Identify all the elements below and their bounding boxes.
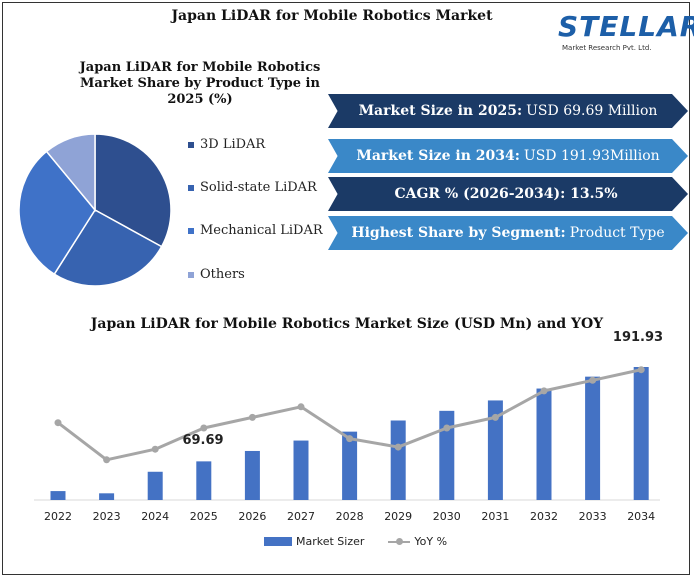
- pie-slice-others: [45, 133, 96, 213]
- bar-2034: [633, 367, 649, 500]
- legend-label: Others: [200, 267, 245, 282]
- legend-label: 3D LiDAR: [200, 137, 266, 152]
- yoy-point-2022: [54, 419, 62, 427]
- banner-label: Highest Share by Segment:: [351, 225, 566, 241]
- cagr-banner: CAGR % (2026-2034): 13.5%: [328, 177, 688, 211]
- pie-slice-solid-state-lidar: [53, 209, 163, 287]
- yoy-point-2032: [540, 387, 548, 395]
- x-tick-label: 2026: [238, 510, 266, 523]
- yoy-point-2029: [394, 443, 402, 451]
- bar-2025: [196, 461, 212, 500]
- pie-slice-mechanical-lidar: [18, 150, 96, 276]
- bar-2024: [147, 471, 163, 500]
- x-tick-label: 2023: [93, 510, 121, 523]
- market-size-2034-banner: Market Size in 2034: USD 191.93Million: [328, 139, 688, 173]
- bar-2027: [293, 440, 309, 500]
- pie-legend-item-others: Others: [188, 267, 245, 282]
- x-tick-label: 2032: [530, 510, 558, 523]
- pie-chart-title: Japan LiDAR for Mobile Robotics Market S…: [79, 60, 321, 107]
- yoy-point-2026: [248, 413, 256, 421]
- bar-chart-title: Japan LiDAR for Mobile Robotics Market S…: [90, 316, 604, 332]
- x-tick-label: 2025: [190, 510, 218, 523]
- bar-chart-legend: Market Sizer YoY %: [264, 535, 447, 548]
- bar-2026: [244, 450, 260, 500]
- legend-line-label: YoY %: [414, 535, 448, 548]
- banner-value: USD 191.93Million: [523, 148, 660, 164]
- yoy-point-2023: [103, 456, 111, 464]
- data-label-2034: 191.93: [613, 330, 663, 345]
- bar-2023: [99, 493, 115, 500]
- banner-value: USD 69.69 Million: [526, 103, 658, 119]
- main-title: Japan LiDAR for Mobile Robotics Market: [171, 8, 493, 24]
- market-size-2025-banner: Market Size in 2025: USD 69.69 Million: [328, 94, 688, 128]
- legend-label: Mechanical LiDAR: [200, 223, 323, 238]
- yoy-point-2025: [200, 424, 208, 432]
- stellar-logo: STELLAR Market Research Pvt. Ltd.: [548, 6, 694, 56]
- pie-legend-item-solid-state-lidar: Solid-state LiDAR: [188, 180, 317, 195]
- banner-label: Market Size in 2034:: [356, 148, 520, 164]
- legend-swatch: [188, 227, 194, 234]
- yoy-point-2033: [589, 376, 597, 384]
- pie-legend-item-3d-lidar: 3D LiDAR: [188, 137, 265, 152]
- legend-swatch: [188, 141, 194, 148]
- legend-bar-label: Market Sizer: [296, 535, 365, 548]
- logo-text: STELLAR: [558, 10, 694, 43]
- yoy-point-2027: [297, 403, 305, 411]
- x-tick-label: 2022: [44, 510, 72, 523]
- x-tick-label: 2027: [287, 510, 315, 523]
- x-tick-label: 2028: [336, 510, 364, 523]
- yoy-point-2024: [151, 445, 159, 453]
- yoy-point-2034: [637, 366, 645, 374]
- bar-2022: [50, 491, 66, 500]
- bar-2030: [439, 410, 455, 500]
- x-tick-label: 2024: [141, 510, 169, 523]
- x-tick-label: 2033: [579, 510, 607, 523]
- bar-2033: [585, 376, 601, 500]
- bar-2032: [536, 388, 552, 500]
- bar-2029: [390, 420, 406, 500]
- banner-label: CAGR % (2026-2034): 13.5%: [394, 186, 618, 202]
- x-tick-label: 2034: [627, 510, 655, 523]
- x-tick-label: 2030: [433, 510, 461, 523]
- highest-share-banner: Highest Share by Segment: Product Type: [328, 216, 688, 250]
- yoy-point-2031: [491, 413, 499, 421]
- x-tick-label: 2029: [384, 510, 412, 523]
- legend-line-swatch: [388, 537, 411, 546]
- pie-slice-3d-lidar: [94, 133, 172, 248]
- legend-swatch: [188, 271, 194, 278]
- data-label-2025: 69.69: [182, 433, 223, 448]
- legend-bar-swatch: [264, 537, 292, 546]
- banner-label: Market Size in 2025:: [358, 103, 523, 119]
- pie-chart: [18, 133, 172, 287]
- logo-subtext: Market Research Pvt. Ltd.: [562, 44, 652, 52]
- legend-label: Solid-state LiDAR: [200, 180, 317, 195]
- x-tick-label: 2031: [481, 510, 509, 523]
- banner-value: Product Type: [569, 225, 665, 241]
- bar-2028: [342, 431, 358, 500]
- pie-legend-item-mechanical-lidar: Mechanical LiDAR: [188, 223, 323, 238]
- bar-2031: [487, 400, 503, 500]
- legend-swatch: [188, 184, 194, 191]
- yoy-point-2028: [346, 435, 354, 443]
- yoy-point-2030: [443, 424, 451, 432]
